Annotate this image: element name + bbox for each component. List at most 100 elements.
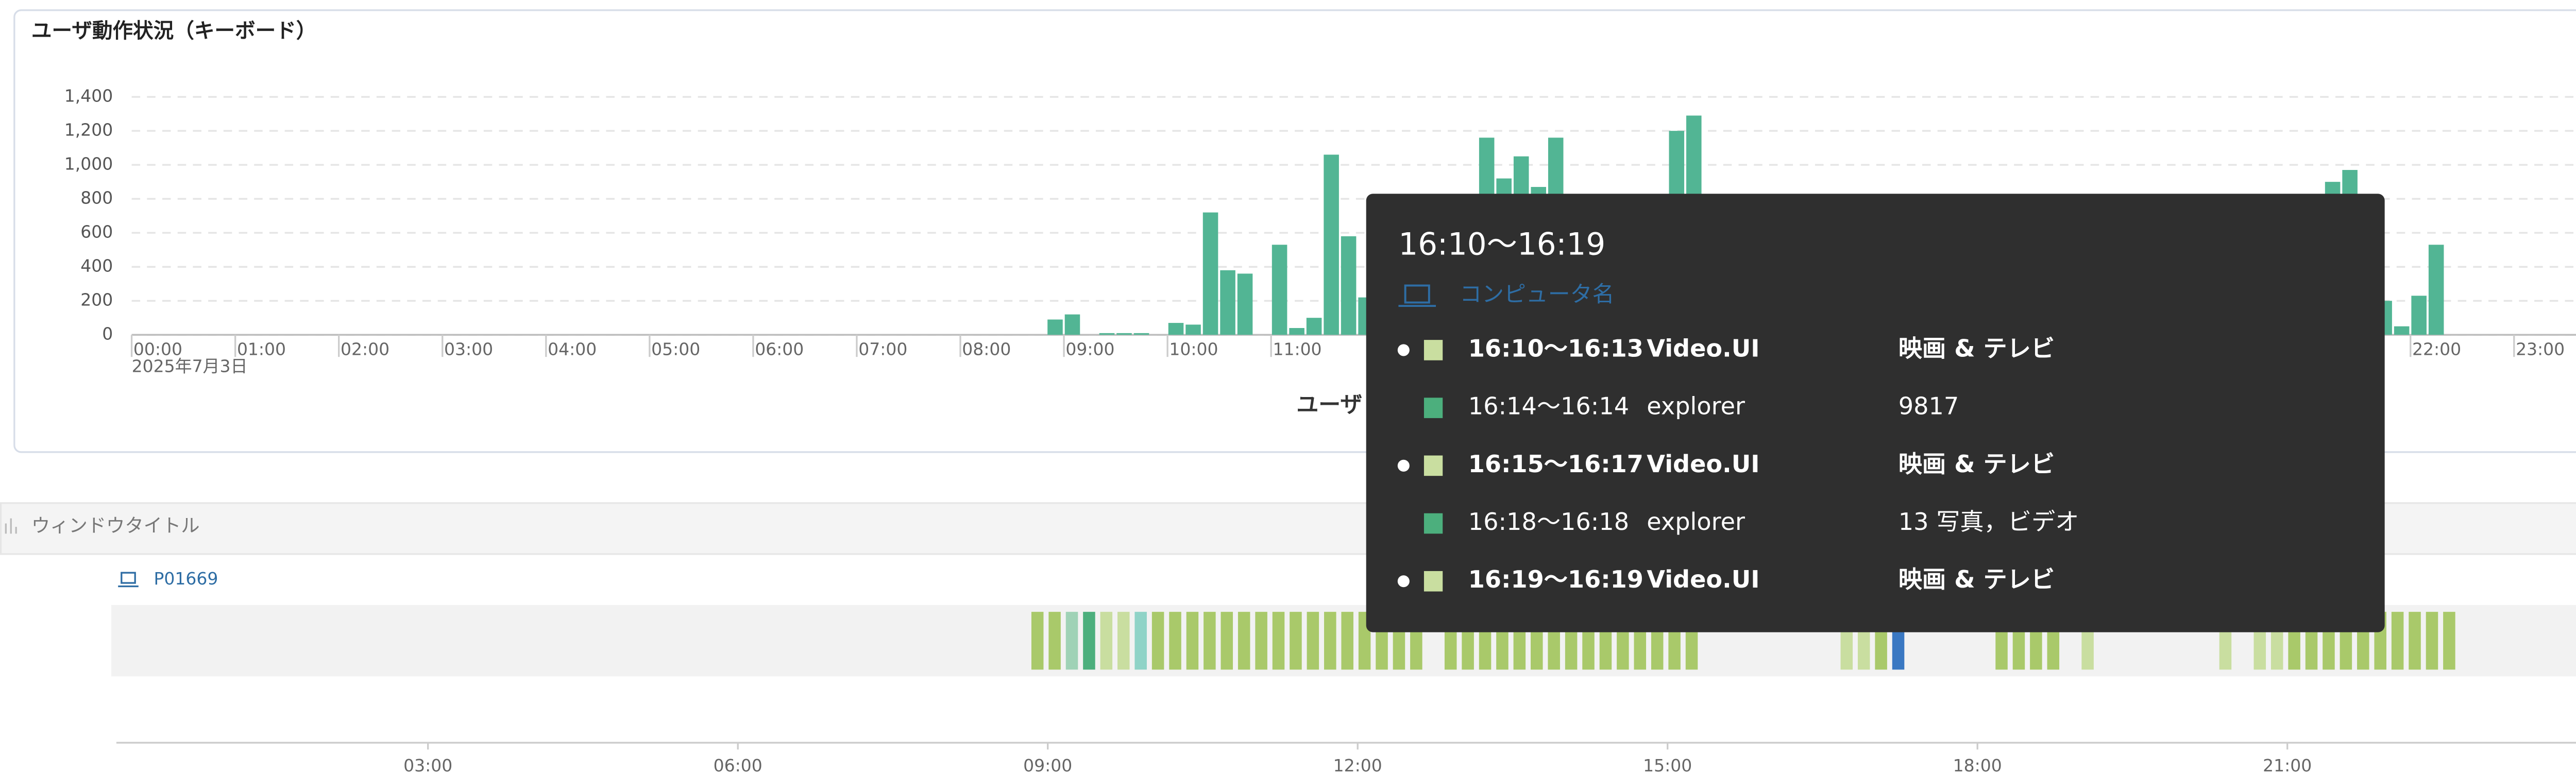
activity-block[interactable]	[1204, 612, 1216, 670]
y-tick-label: 1,400	[64, 86, 113, 106]
bar	[1064, 314, 1080, 335]
y-tick-label: 400	[80, 256, 113, 276]
x-axis-title: ユーザ	[1296, 392, 1362, 418]
activity-block[interactable]	[1290, 612, 1302, 670]
bar	[1185, 324, 1201, 335]
computer-icon	[118, 572, 139, 588]
date-label: 2025年7月3日	[132, 356, 248, 376]
computer-link[interactable]: P01669	[154, 569, 218, 589]
timeline-tick-label: 09:00	[1023, 755, 1072, 775]
tooltip: 16:10〜16:19 コンピュータ名 16:10〜16:13 Video.UI 映…	[1366, 194, 2385, 632]
row-app: Video.UI	[1647, 334, 1759, 362]
row-app: Video.UI	[1647, 565, 1759, 593]
x-tick-label: 09:00	[1065, 339, 1114, 359]
row-swatch	[1423, 398, 1443, 418]
activity-block[interactable]	[1307, 612, 1319, 670]
row-window: 映画 & テレビ	[1899, 334, 2055, 362]
x-tick-label: 01:00	[237, 339, 286, 359]
row-swatch	[1423, 340, 1443, 360]
bar	[1324, 154, 1339, 335]
row-window: 9817	[1899, 392, 1959, 420]
tooltip-box	[1366, 194, 2385, 632]
bar	[2428, 245, 2444, 335]
bar	[1341, 236, 1357, 335]
row-time: 16:10〜16:13	[1468, 334, 1643, 362]
activity-block[interactable]	[1186, 612, 1199, 670]
chart-title: ユーザ動作状況（キーボード）	[31, 19, 317, 43]
bar	[1133, 333, 1149, 335]
row-app: explorer	[1647, 392, 1745, 420]
timeline-tick-label: 06:00	[714, 755, 762, 775]
y-tick-label: 800	[80, 188, 113, 208]
activity-block[interactable]	[1221, 612, 1233, 670]
bar	[1116, 333, 1132, 335]
row-app: explorer	[1647, 508, 1745, 536]
tooltip-title: 16:10〜16:19	[1398, 227, 1605, 263]
y-tick-label: 1,000	[64, 154, 113, 174]
activity-block[interactable]	[2426, 612, 2438, 670]
section-icon	[5, 518, 17, 534]
x-tick-label: 08:00	[962, 339, 1011, 359]
x-tick-label: 22:00	[2412, 339, 2461, 359]
activity-block[interactable]	[1117, 612, 1130, 670]
activity-block[interactable]	[1238, 612, 1250, 670]
row-bullet	[1397, 575, 1410, 588]
tooltip-computer[interactable]: コンピュータ名	[1460, 282, 1614, 307]
timeline-tick-label: 18:00	[1953, 755, 2002, 775]
bar	[1202, 212, 1218, 335]
activity-block[interactable]	[1151, 612, 1164, 670]
timeline-tick-label: 12:00	[1333, 755, 1382, 775]
y-tick-label: 0	[102, 324, 113, 344]
x-tick-label: 11:00	[1273, 339, 1321, 359]
activity-block[interactable]	[1272, 612, 1285, 670]
activity-block[interactable]	[1341, 612, 1353, 670]
activity-block[interactable]	[1031, 612, 1044, 670]
timeline-tick-label: 21:00	[2263, 755, 2312, 775]
activity-block[interactable]	[1065, 612, 1078, 670]
activity-block[interactable]	[2409, 612, 2421, 670]
x-tick-label: 10:00	[1169, 339, 1218, 359]
bar	[1272, 245, 1287, 335]
bar	[1220, 270, 1235, 335]
x-tick-label: 07:00	[858, 339, 907, 359]
bar	[1168, 323, 1184, 335]
row-app: Video.UI	[1647, 450, 1759, 478]
activity-block[interactable]	[1169, 612, 1181, 670]
row-window: 映画 & テレビ	[1899, 565, 2055, 593]
row-window: 13 写真，ビデオ	[1899, 508, 2079, 536]
x-tick-label: 02:00	[341, 339, 389, 359]
row-swatch	[1423, 455, 1443, 476]
activity-block[interactable]	[1255, 612, 1267, 670]
row-time: 16:15〜16:17	[1468, 450, 1643, 478]
row-bullet	[1397, 344, 1410, 356]
activity-block[interactable]	[2443, 612, 2455, 670]
activity-block[interactable]	[1324, 612, 1336, 670]
row-time: 16:19〜16:19	[1468, 565, 1643, 593]
activity-block[interactable]	[1134, 612, 1147, 670]
row-bullet	[1397, 459, 1410, 472]
x-tick-label: 06:00	[755, 339, 804, 359]
activity-block[interactable]	[2391, 612, 2404, 670]
activity-block[interactable]	[1048, 612, 1061, 670]
bar	[1289, 328, 1304, 335]
bar	[1099, 333, 1115, 335]
row-window: 映画 & テレビ	[1899, 450, 2055, 478]
row-swatch	[1423, 513, 1443, 534]
x-tick-label: 03:00	[444, 339, 493, 359]
activity-block[interactable]	[1083, 612, 1095, 670]
bar	[2394, 326, 2410, 335]
row-swatch	[1423, 571, 1443, 592]
bar	[2411, 296, 2427, 335]
activity-block[interactable]	[1100, 612, 1113, 670]
timeline-tick-label: 15:00	[1643, 755, 1692, 775]
tooltip-computer-icon	[1398, 284, 1436, 307]
x-tick-label: 00:00	[133, 339, 182, 359]
y-tick-label: 200	[80, 290, 113, 310]
bar	[1306, 318, 1322, 335]
y-tick-label: 600	[80, 222, 113, 242]
x-tick-label: 23:00	[2516, 339, 2565, 359]
row-time: 16:14〜16:14	[1468, 392, 1629, 420]
bar	[1237, 273, 1253, 335]
